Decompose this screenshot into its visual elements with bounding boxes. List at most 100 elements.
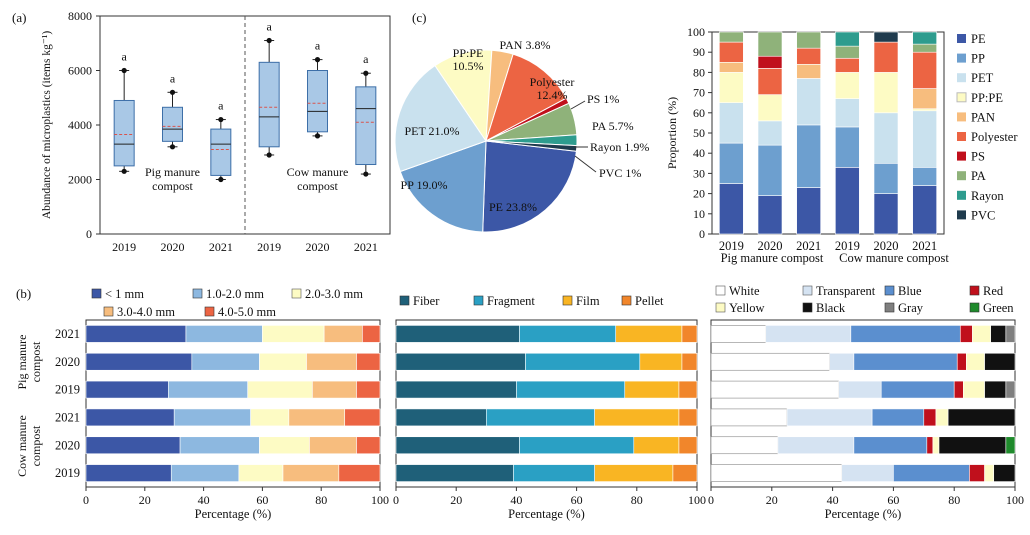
size-bar-1-1-0-2-0-mm — [191, 352, 260, 371]
pie-slice-1 — [399, 140, 487, 233]
color-bar-3-red — [923, 408, 937, 427]
color-bar-1-black — [984, 352, 1016, 371]
stack-bar-4-pe — [873, 193, 899, 235]
color-legend-swatch-6 — [884, 302, 895, 313]
color-legend-swatch-4 — [715, 302, 726, 313]
box-5: a — [355, 52, 377, 177]
color-bar-1-yellow — [966, 352, 985, 371]
size-legend-swatch-3 — [103, 306, 114, 317]
size-row-group-label-0-0: Pig manure — [15, 335, 29, 390]
stack-group-label-1: Cow manure compost — [839, 251, 949, 265]
stack-bar-4-pet — [873, 112, 899, 164]
color-bar-0-transparent — [765, 325, 852, 343]
shape-bar-4-fiber — [395, 436, 520, 455]
box-ytick-label-2: 4000 — [68, 118, 92, 132]
size-bar-4-1-0-2-0-mm — [179, 436, 260, 455]
size-legend-swatch-1 — [192, 288, 203, 299]
color-legend-label-5: Black — [816, 301, 846, 315]
color-xtick-label-4: 80 — [948, 493, 960, 507]
box-iqr-4 — [307, 70, 328, 133]
shape-bar-4-film — [633, 436, 680, 455]
box-letter-3: a — [267, 20, 273, 34]
color-bar-5-transparent — [841, 464, 894, 482]
size-bar-5-1-0-2-0-mm — [170, 464, 240, 482]
stack-legend-swatch-4 — [957, 112, 966, 122]
box-min-point-5 — [363, 171, 369, 177]
stack-frame — [711, 31, 945, 235]
color-bar-2-transparent — [838, 380, 882, 399]
pie-label-2: PET 21.0% — [404, 124, 459, 138]
stack-legend-swatch-5 — [957, 132, 966, 141]
shape-legend-label-0: Fiber — [413, 294, 440, 308]
pie-label-0: PE 23.8% — [489, 200, 537, 214]
polymer-stacked-bar-chart: 0 10 20 30 40 50 60 70 80 90 100 Proportion (%) 2019… — [665, 25, 1018, 265]
color-legend-swatch-5 — [802, 302, 813, 313]
color-bar-2-gray — [1005, 380, 1016, 399]
color-legend-swatch-7 — [969, 302, 980, 313]
shape-legend-swatch-1 — [473, 295, 484, 306]
stack-bar-0-pan — [719, 61, 744, 73]
color-bar-4-green — [1005, 436, 1016, 455]
stack-legend-swatch-9 — [957, 210, 966, 220]
color-bar-2-white — [710, 380, 839, 399]
stack-ytick-label-10: 100 — [687, 25, 705, 39]
size-x-axis-title: Percentage (%) — [195, 507, 272, 521]
size-bar-5-2-0-3-0-mm — [238, 464, 284, 482]
box-letter-1: a — [170, 71, 176, 85]
color-bar-0-red — [959, 325, 973, 343]
color-legend-label-3: Red — [983, 284, 1004, 298]
stack-bar-1-pe — [757, 195, 783, 235]
box-max-point-2 — [218, 116, 224, 123]
shape-bar-4-pellet — [678, 436, 698, 455]
stack-bar-0-pet — [719, 102, 744, 144]
color-bar-3-transparent — [786, 408, 873, 427]
pie-label-3-0: PP:PE — [453, 46, 484, 60]
stack-bar-1-pp — [757, 144, 783, 196]
stack-legend-label-6: PS — [971, 150, 985, 164]
stack-ytick-label-4: 40 — [693, 146, 705, 160]
panel-label-c: (c) — [412, 10, 426, 25]
pie-label-3-1: 10.5% — [453, 59, 484, 73]
color-bar-0-blue — [850, 325, 961, 343]
color-bar-4-white — [710, 436, 779, 455]
shape-legend-swatch-2 — [562, 295, 573, 306]
color-bar-2-red — [953, 380, 964, 399]
stack-legend-label-2: PET — [971, 71, 994, 85]
pie-label-9: PVC 1% — [599, 166, 641, 180]
stack-ytick-label-9: 90 — [693, 45, 705, 59]
stack-legend-label-9: PVC — [971, 208, 995, 222]
stack-legend-label-4: PAN — [971, 110, 995, 124]
size-bar-5-3-0-4-0-mm — [282, 464, 340, 482]
color-bar-2-black — [984, 380, 1007, 399]
box-xtick-label-5: 2021 — [354, 240, 378, 254]
stack-bar-3-pe — [835, 167, 860, 235]
pie-label-4: PAN 3.8% — [500, 38, 551, 52]
color-xtick-label-0: 0 — [708, 493, 714, 507]
box-xtick-label-0: 2019 — [112, 240, 136, 254]
color-bar-1-transparent — [829, 352, 855, 371]
box-group-label-1-1: compost — [297, 179, 338, 193]
stack-ytick-label-0: 0 — [699, 227, 705, 241]
color-legend-label-7: Green — [983, 301, 1014, 315]
shape-bar-5-film — [594, 464, 674, 482]
stack-bar-5-pp — [912, 167, 937, 186]
box-max-point-3 — [266, 37, 272, 44]
stack-bar-5-rayon — [912, 31, 937, 45]
size-bar-3--1-mm — [85, 408, 175, 427]
pie-label-7: PA 5.7% — [592, 119, 634, 133]
color-bar-4-red — [926, 436, 934, 455]
color-bar-4-transparent — [777, 436, 855, 455]
shape-xtick-label-0: 0 — [393, 493, 399, 507]
box-min-point-4 — [314, 133, 321, 139]
size-bar-3-2-0-3-0-mm — [250, 408, 290, 427]
stack-group-label-0: Pig manure compost — [721, 251, 824, 265]
stack-legend-swatch-7 — [957, 171, 966, 181]
color-legend-swatch-2 — [884, 285, 895, 296]
color-bar-2-yellow — [963, 380, 985, 399]
shape-frame — [395, 319, 698, 488]
shape-bar-2-pellet — [678, 380, 698, 399]
color-bar-5-blue — [893, 464, 970, 482]
stack-bar-3-pp-pe — [835, 72, 860, 99]
shape-legend-swatch-0 — [399, 295, 410, 306]
size-row-label-4: 2020 — [55, 438, 80, 452]
